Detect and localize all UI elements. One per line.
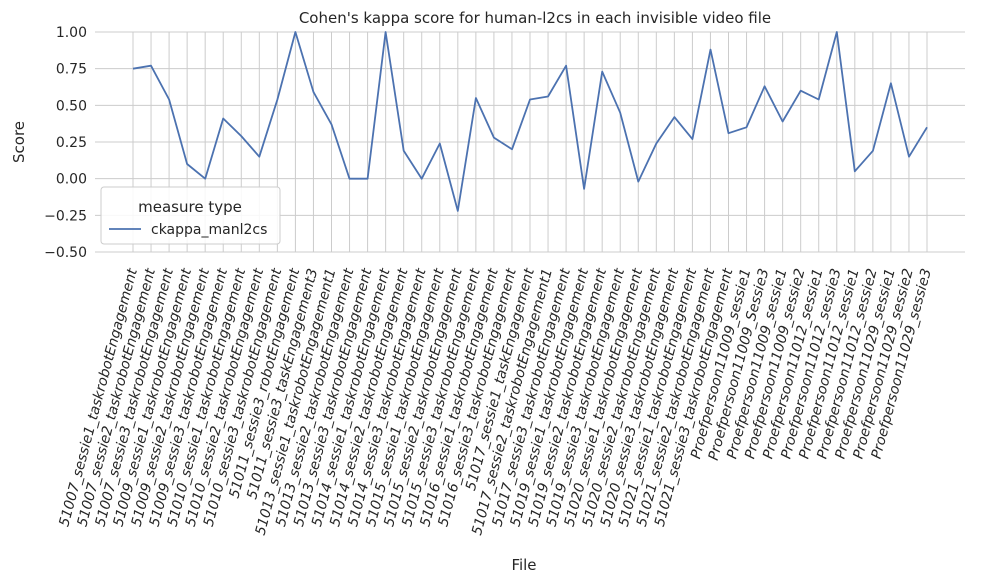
y-tick-labels: −0.50 −0.25 0.00 0.25 0.50 0.75 1.00 — [44, 25, 87, 261]
y-tick-label: 0.00 — [56, 172, 87, 188]
legend-entry-label: ckappa_manl2cs — [151, 222, 267, 238]
x-tick-labels: 51007_sessie1_taskrobotEngagement51007_s… — [56, 266, 934, 537]
y-axis-label: Score — [10, 121, 28, 163]
y-tick-label: 0.50 — [56, 98, 87, 114]
chart-title: Cohen's kappa score for human-l2cs in ea… — [299, 9, 771, 27]
y-tick-label: −0.25 — [44, 208, 87, 224]
y-tick-label: 0.75 — [56, 62, 87, 78]
series-lines — [132, 31, 928, 212]
legend-box — [100, 186, 281, 245]
y-tick-label: −0.50 — [44, 245, 87, 261]
x-axis-label: File — [511, 556, 536, 574]
y-tick-label: 1.00 — [56, 25, 87, 41]
y-tick-label: 0.25 — [56, 135, 87, 151]
legend: measure type ckappa_manl2cs — [100, 186, 281, 245]
legend-title: measure type — [138, 198, 242, 216]
series-line-ckappa_manl2cs — [132, 31, 928, 212]
